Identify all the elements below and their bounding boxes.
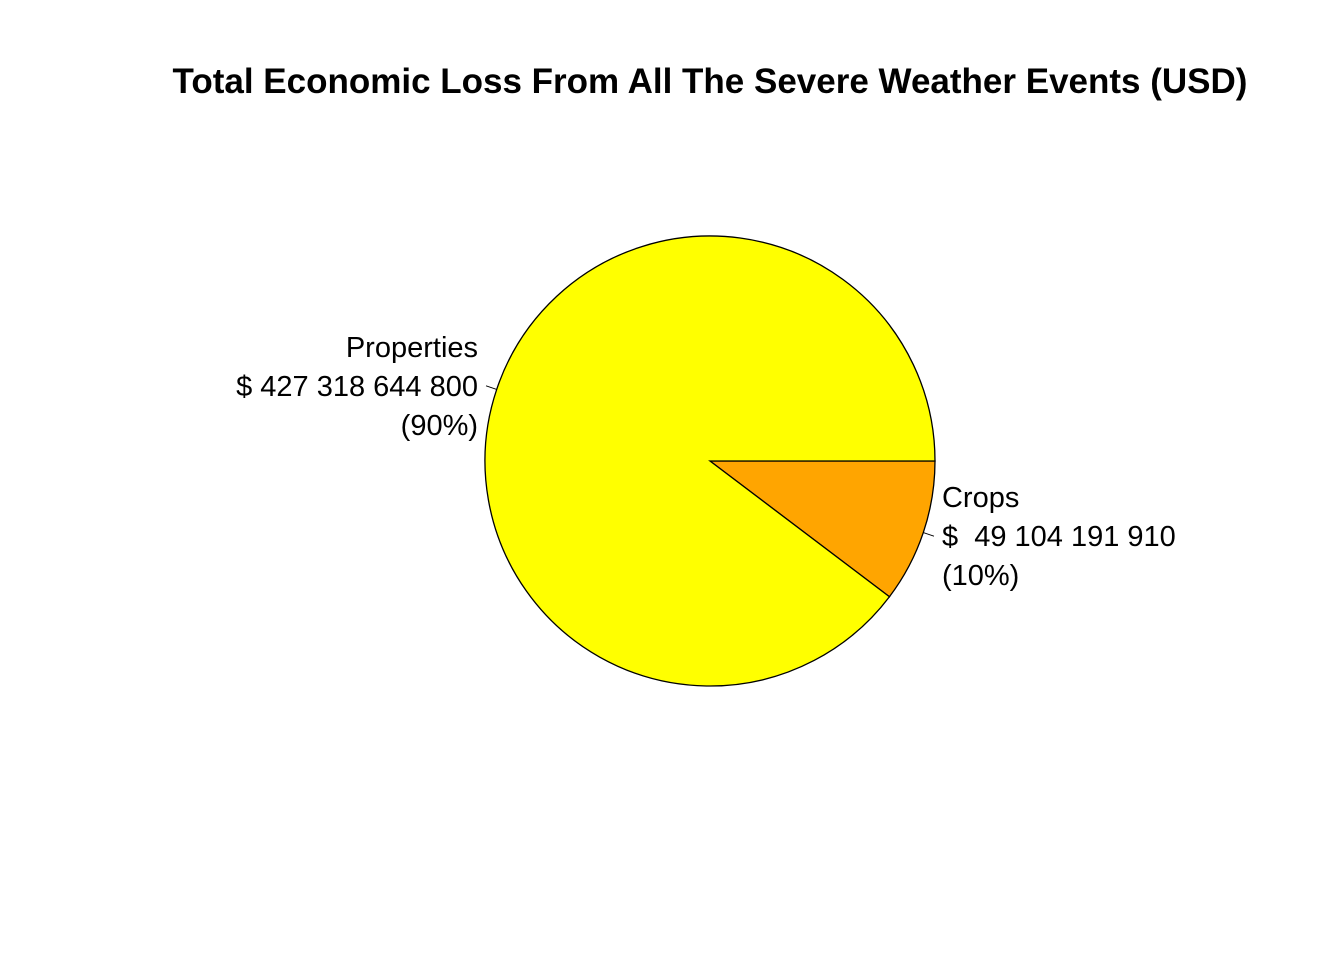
slice-label-line: Properties	[346, 332, 478, 364]
slice-label-crops: Crops $ 49 104 191 910 (10%)	[942, 482, 1176, 592]
slice-labels: Crops $ 49 104 191 910 (10%) Properties $ 42…	[236, 332, 1176, 592]
slice-label-line: $ 427 318 644 800	[236, 371, 478, 403]
leader-line-properties	[485, 385, 497, 390]
slice-label-line: (90%)	[401, 410, 478, 442]
slice-label-line: (10%)	[942, 560, 1019, 592]
pie-slice-properties	[484, 235, 936, 687]
chart-title: Total Economic Loss From All The Severe …	[173, 62, 1248, 101]
pie-slice-crops	[708, 460, 936, 598]
pie-slices	[484, 235, 936, 687]
leader-line-crops	[923, 532, 935, 537]
slice-label-properties: Properties $ 427 318 644 800 (90%)	[236, 332, 478, 442]
label-leader-lines	[485, 385, 935, 537]
slice-label-line: Crops	[942, 482, 1019, 514]
slice-label-line: $ 49 104 191 910	[942, 521, 1176, 553]
